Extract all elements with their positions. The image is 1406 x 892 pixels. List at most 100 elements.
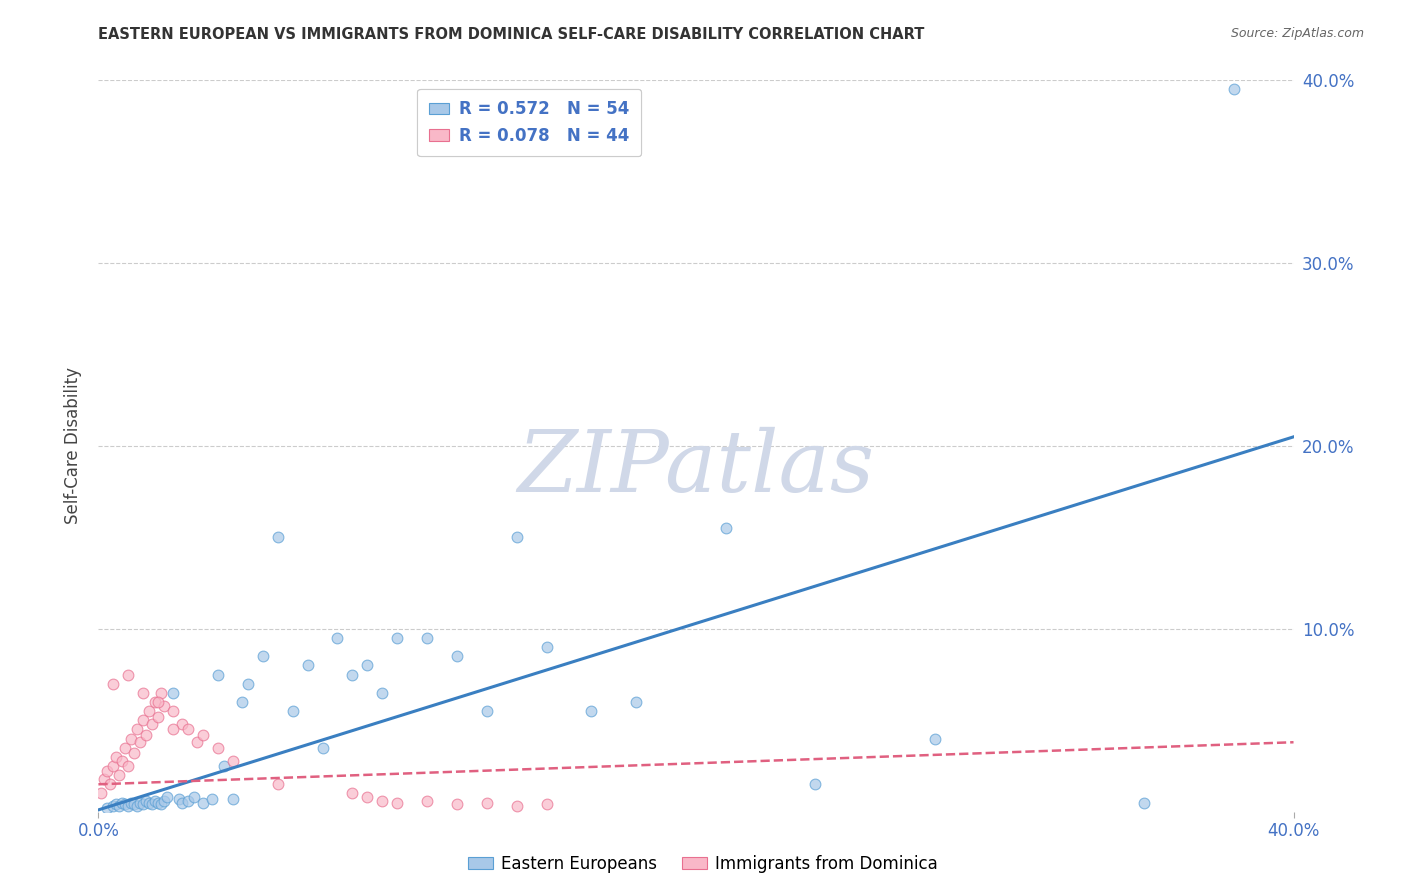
Point (201, 792, 224, 806)
Point (162, 686, 184, 700)
Point (90, 787, 112, 801)
Point (183, 790, 205, 805)
Point (105, 749, 128, 764)
Point (150, 686, 173, 700)
Point (924, 731, 946, 746)
Point (207, 740, 229, 755)
Point (177, 723, 200, 737)
Point (191, 796, 214, 810)
Point (536, 640, 558, 655)
Point (714, 521, 737, 535)
Point (117, 759, 139, 773)
Point (114, 797, 136, 812)
Point (506, 799, 529, 814)
Point (117, 799, 139, 814)
Point (281, 704, 304, 718)
Point (416, 631, 439, 645)
Point (186, 735, 208, 749)
Point (141, 717, 163, 731)
Point (111, 754, 134, 768)
Point (132, 686, 155, 700)
Point (132, 714, 155, 728)
Point (207, 667, 229, 681)
Point (120, 796, 142, 810)
Point (108, 768, 131, 782)
Point (148, 796, 170, 810)
Point (156, 790, 179, 805)
Point (129, 735, 152, 749)
Point (581, 704, 603, 718)
Point (172, 717, 194, 731)
Point (103, 676, 125, 690)
Point (143, 695, 166, 709)
Point (804, 777, 827, 791)
Point (326, 631, 349, 645)
Y-axis label: Self-Care Disability: Self-Care Disability (65, 368, 83, 524)
Point (356, 790, 378, 805)
Point (105, 797, 128, 812)
Point (162, 723, 184, 737)
Point (135, 728, 157, 742)
Text: Source: ZipAtlas.com: Source: ZipAtlas.com (1230, 27, 1364, 40)
Point (114, 740, 136, 755)
Point (222, 754, 245, 768)
Point (385, 631, 409, 645)
Point (177, 794, 200, 808)
Point (153, 698, 176, 713)
Point (1223, 82, 1246, 96)
Point (124, 797, 146, 812)
Point (135, 794, 157, 808)
Point (371, 686, 394, 700)
Text: ZIPatlas: ZIPatlas (517, 426, 875, 509)
Point (129, 796, 152, 810)
Point (150, 797, 173, 812)
Point (117, 667, 139, 681)
Point (311, 740, 333, 755)
Point (626, 695, 648, 709)
Point (252, 649, 274, 664)
Point (446, 649, 468, 664)
Point (475, 704, 498, 718)
Point (127, 799, 149, 814)
Point (342, 787, 364, 801)
Point (356, 658, 378, 673)
Point (96, 764, 118, 779)
Point (342, 667, 364, 681)
Point (141, 797, 163, 812)
Point (236, 676, 259, 690)
Point (100, 777, 122, 791)
Point (108, 799, 131, 814)
Point (267, 777, 290, 791)
Point (231, 695, 253, 709)
Point (212, 759, 235, 773)
Point (1133, 796, 1156, 810)
Point (416, 794, 439, 808)
Point (103, 799, 125, 814)
Point (93, 772, 115, 786)
Text: EASTERN EUROPEAN VS IMMIGRANTS FROM DOMINICA SELF-CARE DISABILITY CORRELATION CH: EASTERN EUROPEAN VS IMMIGRANTS FROM DOMI… (98, 27, 925, 42)
Point (536, 797, 558, 812)
Point (148, 695, 170, 709)
Point (127, 723, 149, 737)
Point (124, 746, 146, 760)
Point (162, 704, 184, 718)
Point (111, 796, 134, 810)
Point (103, 759, 125, 773)
Legend: Eastern Europeans, Immigrants from Dominica: Eastern Europeans, Immigrants from Domin… (461, 848, 945, 880)
Point (506, 530, 529, 544)
Point (172, 796, 194, 810)
Point (297, 658, 319, 673)
Point (267, 530, 290, 544)
Point (138, 704, 160, 718)
Point (475, 796, 498, 810)
Point (153, 794, 176, 808)
Point (132, 797, 155, 812)
Point (222, 792, 245, 806)
Point (120, 731, 142, 746)
Point (371, 794, 394, 808)
Point (138, 796, 160, 810)
Point (143, 794, 166, 808)
Point (385, 796, 409, 810)
Point (167, 792, 190, 806)
Point (446, 797, 468, 812)
